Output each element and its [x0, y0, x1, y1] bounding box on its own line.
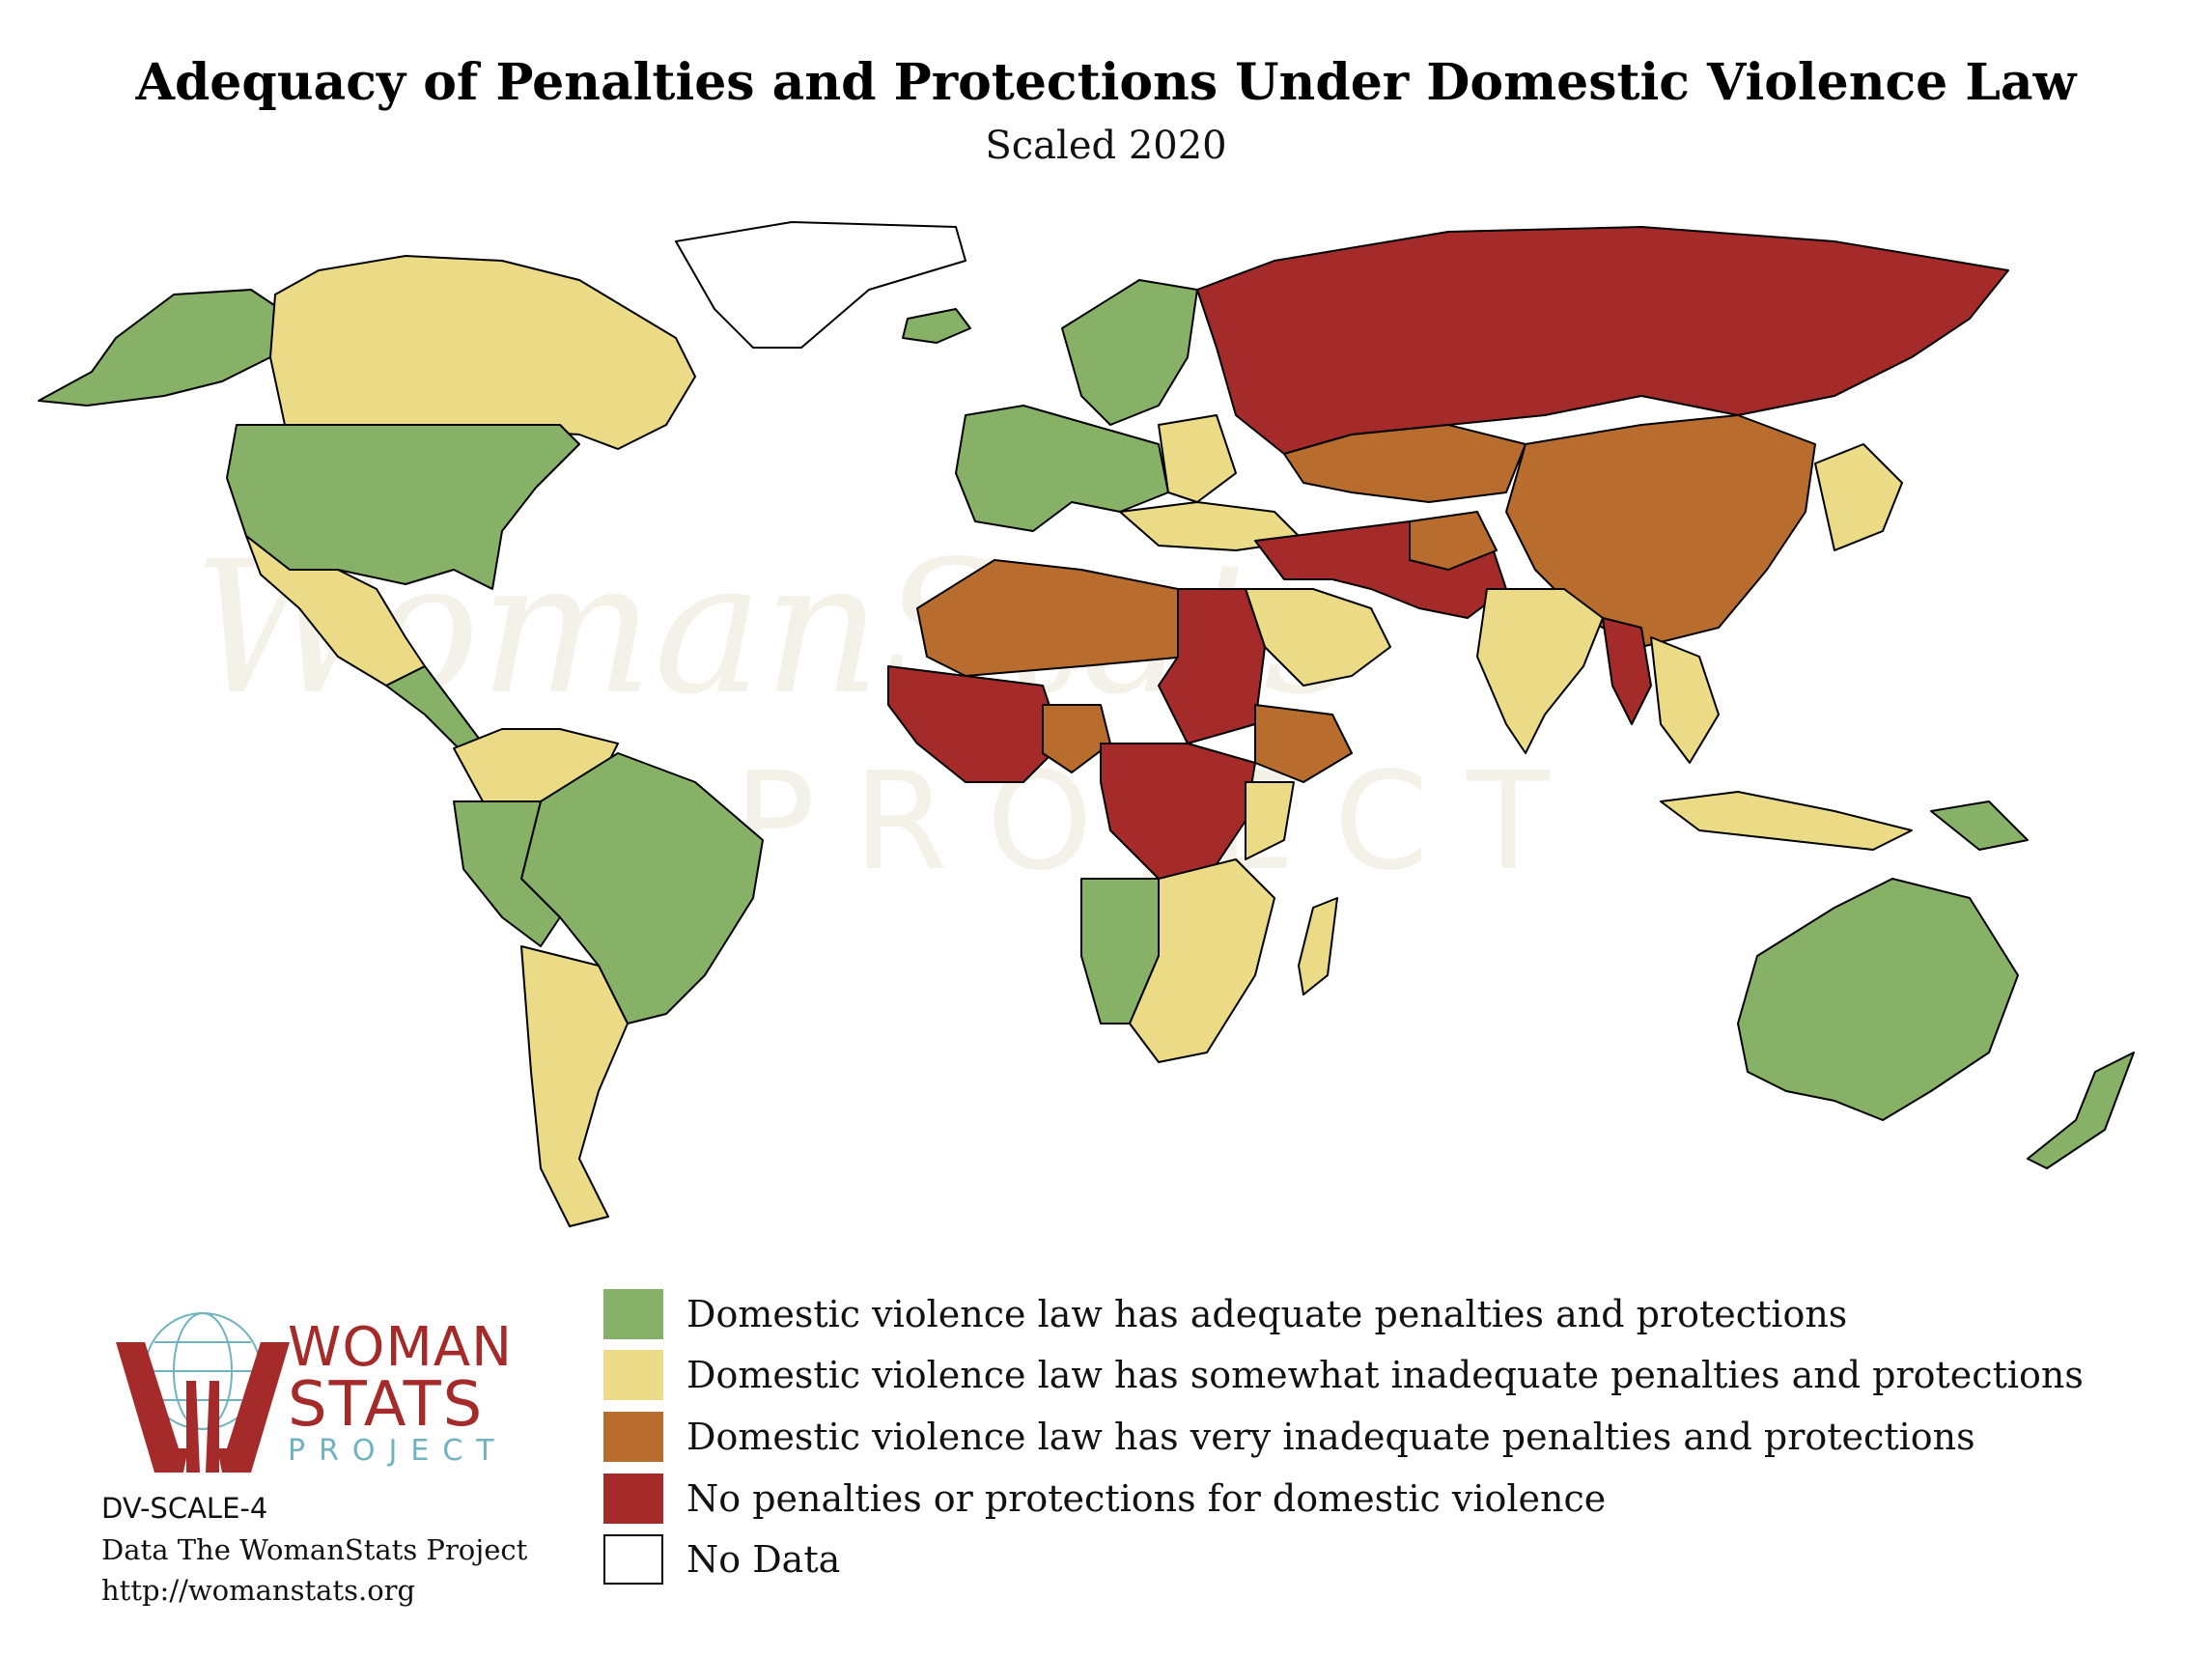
legend-label: Domestic violence law has very inadequat… [686, 1416, 1975, 1458]
region-central-africa [1100, 743, 1256, 880]
region-argentina-chile [520, 945, 629, 1227]
region-new-zealand [2027, 1052, 2135, 1169]
region-indonesia [1660, 791, 1913, 851]
region-west-africa [887, 665, 1063, 783]
region-madagascar [1298, 897, 1338, 996]
region-china-mongolia [1505, 414, 1816, 648]
region-arabia [1245, 588, 1391, 687]
region-kazakhstan [1283, 424, 1526, 503]
region-horn-africa [1254, 704, 1353, 783]
region-russia [1196, 226, 2009, 455]
legend-item-no-penalties: No penalties or protections for domestic… [603, 1474, 2168, 1528]
legend-swatch [603, 1412, 663, 1462]
region-greenland [675, 221, 966, 349]
region-southeast-asia [1650, 636, 1720, 764]
region-nigeria [1042, 704, 1111, 773]
legend-item-adequate: Domestic violence law has adequate penal… [603, 1289, 2168, 1343]
region-alaska [38, 289, 281, 407]
map-title: Adequacy of Penalties and Protections Un… [135, 53, 2077, 112]
logo-line-project: PROJECT [288, 1434, 508, 1468]
source-url[interactable]: http://womanstats.org [101, 1574, 416, 1607]
region-eastern-europe [1158, 414, 1237, 503]
logo-line-stats: STATS [288, 1369, 485, 1441]
legend-swatch [603, 1350, 663, 1400]
legend-item-somewhat-inadequate: Domestic violence law has somewhat inade… [603, 1350, 2168, 1404]
region-east-africa [1245, 781, 1295, 860]
world-map [38, 221, 2135, 1227]
legend-swatch [603, 1534, 663, 1585]
legend-item-no-data: No Data [603, 1534, 2168, 1588]
legend-label: No Data [686, 1538, 841, 1581]
region-peru-bolivia [453, 800, 561, 947]
data-source: Data The WomanStats Project [101, 1533, 528, 1566]
womanstats-hands-globe-icon [116, 1312, 290, 1473]
region-korea-japan [1814, 443, 1903, 551]
region-myanmar [1602, 617, 1652, 725]
region-afghanistan [1409, 511, 1498, 571]
legend-label: Domestic violence law has somewhat inade… [686, 1354, 2084, 1396]
map-subtitle: Scaled 2020 [985, 124, 1227, 168]
dataset-code: DV-SCALE-4 [101, 1492, 268, 1525]
region-scandinavia [1061, 279, 1198, 426]
region-papua [1930, 800, 2029, 851]
legend-swatch [603, 1289, 663, 1339]
region-canada [269, 255, 696, 450]
region-central-america [385, 665, 484, 754]
region-australia [1737, 878, 2019, 1121]
region-southern-africa [1129, 858, 1275, 1063]
region-india [1476, 588, 1604, 754]
region-north-africa [916, 559, 1189, 677]
legend-item-very-inadequate: Domestic violence law has very inadequat… [603, 1412, 2168, 1466]
region-iceland [902, 308, 971, 344]
legend-swatch [603, 1474, 663, 1524]
legend-label: No penalties or protections for domestic… [686, 1477, 1607, 1520]
legend-label: Domestic violence law has adequate penal… [686, 1293, 1848, 1335]
region-egypt-sudan [1158, 588, 1266, 744]
logo-line-woman: WOMAN [288, 1316, 513, 1379]
